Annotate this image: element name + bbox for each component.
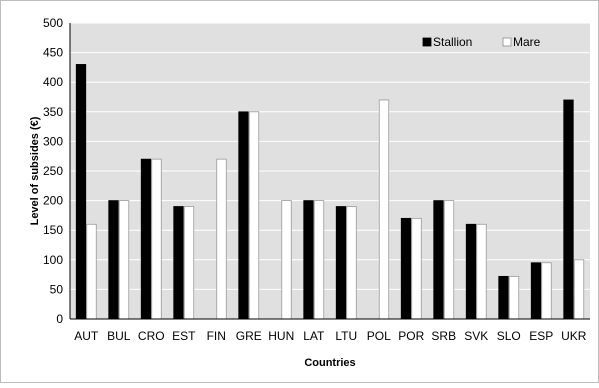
bar-stallion-bul [108,200,119,320]
y-tick-label: 50 [50,282,64,296]
y-tick-label: 0 [56,312,63,326]
y-tick-label: 350 [43,105,63,119]
bar-mare-pol [378,99,390,320]
y-tick-label: 400 [43,75,63,89]
bar-mare-ltu [346,206,357,320]
bar-stallion-lat [303,200,314,320]
legend-swatch-stallion [422,37,432,47]
x-tick-label: ESP [529,329,553,343]
y-tick-label: 450 [43,46,63,60]
bar-stallion-slo [498,275,509,320]
y-axis-title: Level of subsides (€) [29,116,41,225]
x-tick-label: SVK [464,329,488,343]
bars [75,64,585,320]
y-tick-label: 250 [43,164,63,178]
x-axis-title: Countries [304,357,355,369]
y-tick-label: 200 [43,194,63,208]
x-tick-label: CRO [138,329,165,343]
bar-mare-svk [476,223,487,320]
bar-mare-hun [281,200,292,320]
x-tick-label: UKR [561,329,587,343]
x-tick-label: LTU [335,329,357,343]
bar-stallion-ltu [335,206,347,320]
bar-stallion-esp [530,262,542,320]
x-tick-label: FIN [207,329,226,343]
bar-stallion-aut [75,64,87,320]
bar-stallion-ukr [563,99,574,320]
x-tick-label: EST [172,329,196,343]
x-tick-label: SLO [497,329,521,343]
x-tick-label: AUT [74,329,99,343]
bar-stallion-est [173,206,184,320]
legend-swatch-mare [502,37,512,47]
bar-mare-cro [151,158,162,320]
bar-mare-est [183,206,195,320]
x-tick-label: GRE [236,329,262,343]
bar-mare-srb [443,200,455,320]
bar-stallion-gre [238,111,249,320]
x-tick-label: HUN [268,329,294,343]
x-tick-label: POL [367,329,391,343]
y-tick-label: 500 [43,16,63,30]
legend-label-stallion: Stallion [433,35,472,49]
bar-mare-por [411,217,422,320]
bar-mare-ukr [573,259,585,320]
y-tick-label: 100 [43,253,63,267]
x-tick-label: POR [398,329,424,343]
bar-mare-slo [508,275,520,320]
bar-mare-aut [86,223,97,320]
axes: 0 50 100 150 200 250 300 350 400 450 500 AUT BUL CRO E… [43,16,590,343]
bar-mare-bul [118,200,130,320]
bar-mare-esp [541,262,552,320]
y-tick-label: 300 [43,134,63,148]
x-tick-label: LAT [303,329,325,343]
bar-stallion-svk [465,223,477,320]
bar-stallion-srb [433,200,444,320]
legend: Stallion Mare [422,35,541,49]
bar-stallion-cro [140,158,152,320]
bar-mare-fin [216,158,227,320]
bar-mare-gre [248,111,260,320]
x-tick-label: BUL [107,329,131,343]
legend-label-mare: Mare [513,35,541,49]
x-tick-label: SRB [431,329,456,343]
bar-stallion-por [400,217,412,320]
y-tick-label: 150 [43,223,63,237]
bar-mare-lat [313,200,325,320]
